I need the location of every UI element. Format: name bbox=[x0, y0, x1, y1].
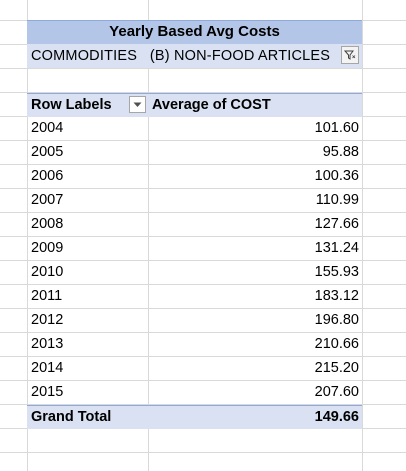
row-labels-header[interactable]: Row Labels bbox=[31, 97, 112, 113]
row-label[interactable]: 2006 bbox=[31, 168, 64, 184]
row-value[interactable]: 215.20 bbox=[314, 360, 359, 376]
row-value[interactable]: 196.80 bbox=[314, 312, 359, 328]
gridline bbox=[0, 164, 406, 165]
report-filter-value: (B) NON-FOOD ARTICLES bbox=[149, 48, 331, 64]
gridline bbox=[0, 284, 406, 285]
row-label[interactable]: 2014 bbox=[31, 360, 64, 376]
gridline bbox=[0, 68, 406, 69]
gridline bbox=[0, 92, 406, 93]
filter-funnel-icon bbox=[344, 50, 356, 60]
filter-dropdown-button[interactable] bbox=[341, 46, 359, 64]
row-value[interactable]: 95.88 bbox=[322, 144, 359, 160]
gridline bbox=[0, 140, 406, 141]
row-label[interactable]: 2007 bbox=[31, 192, 64, 208]
row-label[interactable]: 2004 bbox=[31, 120, 64, 136]
gridline bbox=[362, 0, 363, 471]
row-value[interactable]: 131.24 bbox=[314, 240, 359, 256]
grand-total-band bbox=[27, 405, 362, 429]
row-label[interactable]: 2015 bbox=[31, 384, 64, 400]
report-filter-field: COMMODITIES bbox=[31, 48, 138, 64]
gridline bbox=[0, 308, 406, 309]
row-value[interactable]: 155.93 bbox=[314, 264, 359, 280]
gridline bbox=[0, 356, 406, 357]
row-label[interactable]: 2010 bbox=[31, 264, 64, 280]
chevron-down-icon bbox=[133, 102, 142, 107]
gridline bbox=[0, 260, 406, 261]
gridline bbox=[27, 0, 28, 471]
row-value[interactable]: 101.60 bbox=[314, 120, 359, 136]
pivot-title-band bbox=[27, 20, 362, 44]
grand-total-label[interactable]: Grand Total bbox=[31, 409, 112, 425]
grand-total-value[interactable]: 149.66 bbox=[314, 409, 359, 425]
gridline bbox=[0, 404, 406, 405]
report-filter[interactable]: COMMODITIES (B) NON-FOOD ARTICLES bbox=[27, 44, 362, 68]
row-label[interactable]: 2013 bbox=[31, 336, 64, 352]
row-label[interactable]: 2011 bbox=[31, 288, 63, 304]
report-filter-band bbox=[27, 44, 362, 68]
row-label[interactable]: 2005 bbox=[31, 144, 64, 160]
pivot-header-band bbox=[27, 93, 362, 117]
row-label[interactable]: 2009 bbox=[31, 240, 64, 256]
gridline bbox=[0, 236, 406, 237]
row-value[interactable]: 210.66 bbox=[314, 336, 359, 352]
gridline bbox=[0, 332, 406, 333]
row-value[interactable]: 110.99 bbox=[315, 192, 359, 208]
gridline bbox=[0, 212, 406, 213]
gridline bbox=[0, 188, 406, 189]
row-value[interactable]: 127.66 bbox=[314, 216, 359, 232]
row-label[interactable]: 2008 bbox=[31, 216, 64, 232]
gridline bbox=[0, 452, 406, 453]
gridline bbox=[0, 380, 406, 381]
row-label[interactable]: 2012 bbox=[31, 312, 64, 328]
row-value[interactable]: 207.60 bbox=[314, 384, 359, 400]
gridline bbox=[148, 0, 149, 471]
row-value[interactable]: 183.12 bbox=[314, 288, 359, 304]
row-value[interactable]: 100.36 bbox=[314, 168, 359, 184]
pivot-title[interactable]: Yearly Based Avg Costs bbox=[109, 23, 280, 40]
value-header[interactable]: Average of COST bbox=[152, 97, 271, 113]
row-labels-dropdown-button[interactable] bbox=[129, 96, 146, 113]
